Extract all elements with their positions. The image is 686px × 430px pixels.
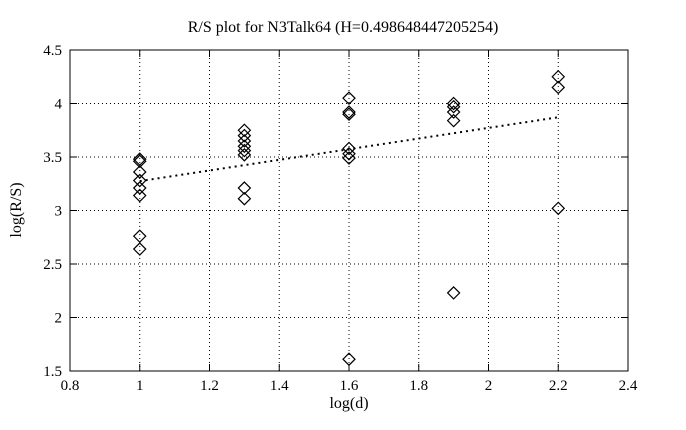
y-tick-label: 3 xyxy=(55,204,63,220)
data-point-diamond xyxy=(342,107,356,122)
data-point-diamond xyxy=(132,229,147,244)
data-point-diamond xyxy=(342,91,356,105)
y-tick-label: 3.5 xyxy=(43,150,62,166)
fit-line xyxy=(139,116,559,183)
y-tick-label: 2 xyxy=(55,311,63,327)
data-point-diamond xyxy=(446,99,461,114)
data-point-diamond xyxy=(132,154,147,169)
x-tick-labels: 0.8 1 1.2 1.4 1.6 1.8 2 2.2 2.4 xyxy=(61,378,638,394)
data-point-diamond xyxy=(132,173,147,188)
data-point-diamond xyxy=(446,286,461,300)
data-point-diamond xyxy=(237,143,252,158)
y-tick-label: 4.5 xyxy=(43,43,62,59)
data-point-diamond xyxy=(342,151,356,165)
y-tick-label: 2.5 xyxy=(43,257,62,273)
data-point-diamond xyxy=(237,123,252,138)
x-tick-label: 2.4 xyxy=(619,378,638,394)
data-point-diamond xyxy=(446,105,461,119)
data-point-diamond xyxy=(342,146,356,161)
data-point-diamond xyxy=(132,242,147,256)
data-point-diamond xyxy=(237,134,252,148)
data-point-diamond xyxy=(237,181,252,195)
chart-title: R/S plot for N3Talk64 (H=0.4986484472052… xyxy=(187,19,499,36)
data-point-diamond xyxy=(132,188,147,203)
data-point-diamond xyxy=(446,113,461,128)
data-point-diamond xyxy=(551,80,566,95)
data-point-diamond xyxy=(237,128,252,143)
y-tick-label: 1.5 xyxy=(43,364,62,380)
data-point-diamond xyxy=(551,201,566,216)
data-points xyxy=(132,69,566,367)
data-point-diamond xyxy=(237,148,252,162)
y-tick-labels: 1.5 2 2.5 3 3.5 4 4.5 xyxy=(43,43,62,380)
data-point-diamond xyxy=(342,105,356,119)
x-tick-label: 1.8 xyxy=(409,378,428,394)
data-point-diamond xyxy=(132,165,147,179)
data-point-diamond xyxy=(551,69,566,84)
x-tick-label: 1 xyxy=(136,378,144,394)
x-tick-label: 0.8 xyxy=(61,378,80,394)
y-tick-label: 4 xyxy=(55,97,63,113)
x-tick-label: 1.6 xyxy=(340,378,359,394)
data-point-diamond xyxy=(446,96,461,111)
x-tick-label: 2 xyxy=(485,378,493,394)
x-axis-label: log(d) xyxy=(329,395,369,412)
gridlines xyxy=(70,50,628,371)
data-point-diamond xyxy=(342,141,356,156)
data-point-diamond xyxy=(237,191,252,206)
x-tick-label: 1.2 xyxy=(200,378,219,394)
data-point-diamond xyxy=(342,352,356,367)
x-tick-label: 2.2 xyxy=(549,378,568,394)
x-tick-label: 1.4 xyxy=(270,378,289,394)
data-point-diamond xyxy=(132,181,147,195)
data-point-diamond xyxy=(237,139,252,154)
